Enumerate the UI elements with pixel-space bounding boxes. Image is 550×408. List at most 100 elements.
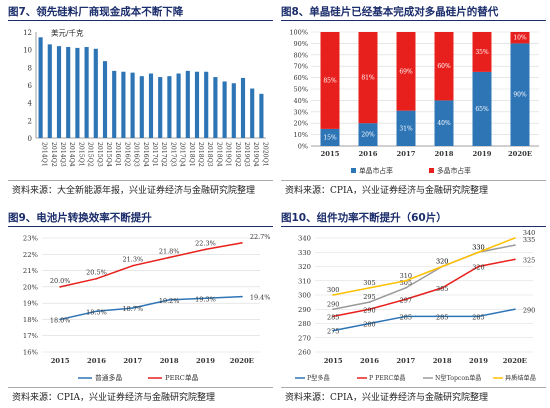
- series-point: [513, 237, 516, 239]
- x-tick-label: 2019: [196, 357, 215, 365]
- fig9-source: 资料来源：CPIA，兴业证券经济与金融研究院整理: [12, 393, 215, 403]
- y-tick-label: 260: [298, 349, 311, 357]
- data-label: 19.2%: [159, 297, 180, 305]
- data-label: 320: [472, 264, 484, 272]
- series-point: [477, 315, 480, 318]
- fig10-rule: [281, 226, 546, 227]
- series-point: [513, 244, 516, 247]
- legend-swatch-mono: [351, 168, 356, 173]
- y-tick-label: 280: [298, 320, 311, 328]
- x-tick-label: 2020Q1: [261, 142, 268, 167]
- bar-multi: [320, 32, 340, 129]
- x-tick-label: 2017Q1: [151, 142, 158, 167]
- series-point: [441, 286, 444, 289]
- x-tick-label: 2019Q3: [243, 142, 250, 167]
- y-tick-label: 30%: [294, 108, 308, 116]
- fig10-source: 资料来源：CPIA，兴业证券经济与金融研究院整理: [285, 393, 488, 403]
- legend-label-multi: 普通多晶: [95, 373, 122, 382]
- x-tick-label: 2018Q3: [206, 142, 213, 167]
- data-label: 18.7%: [123, 305, 144, 313]
- x-tick-label: 2016: [87, 357, 106, 365]
- data-label: 20.0%: [50, 277, 71, 285]
- series-point: [95, 277, 98, 280]
- x-tick-label: 2015: [321, 150, 340, 158]
- unit-label: 美元/千克: [51, 28, 84, 38]
- series-point: [332, 294, 335, 296]
- x-tick-label: 2014Q2: [50, 142, 57, 167]
- bar-mono: [358, 123, 378, 146]
- data-label: 305: [400, 279, 412, 287]
- legend-label-mono: 单晶市占率: [359, 166, 393, 175]
- bar: [102, 61, 108, 138]
- y-tick-label: 22%: [23, 251, 39, 259]
- bar: [75, 47, 80, 138]
- series-point: [368, 308, 371, 311]
- data-label: 19.3%: [195, 295, 216, 303]
- fig7-rule-bottom: [8, 180, 273, 181]
- x-tick-label: 2017: [397, 150, 416, 158]
- x-tick-label: 2015: [51, 357, 70, 365]
- y-tick-label: 80%: [294, 51, 308, 59]
- fig8-rule: [281, 20, 546, 21]
- legend-swatch-multi: [429, 168, 434, 173]
- legend-label-perc: PERC单晶: [165, 373, 199, 382]
- y-tick-label: 12: [23, 29, 32, 37]
- bar-mono: [320, 128, 340, 146]
- bar-multi: [358, 32, 378, 124]
- bar-mono: [434, 100, 454, 146]
- data-label: 290: [327, 300, 339, 308]
- series-line: [333, 308, 515, 332]
- bar-multi-label: 69%: [399, 68, 413, 75]
- bar: [84, 47, 89, 139]
- y-tick-label: 40%: [294, 97, 308, 105]
- data-label: 285: [472, 313, 484, 321]
- bar: [176, 73, 181, 138]
- bar-mono: [472, 71, 492, 146]
- y-tick-label: 330: [298, 249, 311, 257]
- y-tick-label: 340: [298, 235, 311, 243]
- y-tick-label: 21%: [23, 267, 39, 275]
- series-point: [332, 315, 335, 318]
- y-tick-label: 20%: [294, 120, 308, 128]
- x-tick-label: 2019: [469, 357, 488, 365]
- y-tick-label: 60%: [294, 74, 308, 82]
- legend-label: 异质结单晶: [505, 374, 536, 382]
- series-point: [368, 322, 371, 325]
- series-point: [240, 241, 243, 244]
- series-point: [332, 308, 335, 311]
- x-tick-label: 2020E: [230, 357, 254, 365]
- bar: [240, 77, 246, 138]
- y-tick-label: 18%: [23, 316, 39, 324]
- y-tick-label: 10%: [294, 131, 308, 139]
- x-tick-label: 2016Q2: [123, 142, 130, 167]
- y-tick-label: 10: [23, 47, 32, 55]
- data-label: 310: [400, 272, 412, 280]
- series-point: [59, 285, 62, 288]
- bar: [121, 71, 126, 138]
- fig8-rule-bottom: [281, 180, 546, 181]
- series-point: [368, 301, 371, 304]
- data-label: 22.7%: [250, 233, 271, 241]
- x-tick-label: 2019Q1: [225, 142, 232, 167]
- data-label: 20.5%: [86, 269, 107, 277]
- bar: [38, 37, 43, 138]
- fig9-rule-bottom: [8, 387, 273, 388]
- bar: [158, 77, 163, 138]
- legend-label-multi: 多晶市占率: [437, 166, 471, 175]
- x-tick-label: 2017Q3: [169, 142, 176, 167]
- bar: [56, 46, 62, 138]
- fig8-source: 资料来源：CPIA，兴业证券经济与金融研究院整理: [285, 186, 488, 196]
- bar: [213, 77, 218, 138]
- series-point: [404, 315, 407, 318]
- bar: [148, 73, 154, 138]
- fig7-panel: 图7、领先硅料厂商现金成本不断下降 0 2 4 6 8 10 12 2014Q1 2014Q2 2…: [8, 4, 273, 196]
- data-label: 297: [400, 296, 412, 304]
- fig8-chart: 0% 10% 20% 30% 40% 50% 60% 70% 80% 90% 100% 15% 85% 2…: [289, 29, 539, 175]
- series-point: [441, 315, 444, 318]
- y-tick-label: 320: [298, 263, 311, 271]
- bar-mono-label: 90%: [513, 92, 527, 99]
- bar-multi-label: 60%: [437, 63, 451, 70]
- y-tick-label: 4: [28, 100, 33, 108]
- series-point: [404, 298, 407, 301]
- x-tick-label: 2018Q4: [215, 142, 222, 167]
